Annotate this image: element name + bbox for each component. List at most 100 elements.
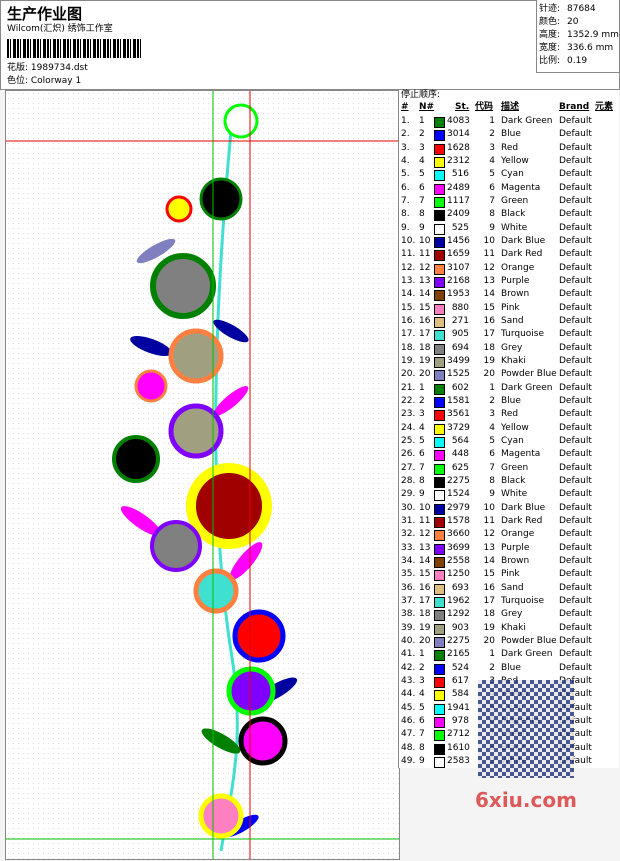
needle: 10	[419, 502, 431, 513]
stat-value: 0.19	[567, 56, 588, 66]
code: 19	[483, 355, 495, 366]
needle: 4	[419, 422, 425, 433]
needle: 18	[419, 609, 431, 620]
color-swatch	[434, 410, 445, 422]
code: 13	[483, 542, 495, 553]
brand: Default	[559, 209, 592, 220]
row-number: 5.	[401, 169, 410, 180]
description: Dark Green	[501, 382, 553, 393]
needle: 9	[419, 755, 425, 766]
code: 19	[483, 622, 495, 633]
needle: 11	[419, 515, 431, 526]
stat-label: 针迹:	[539, 4, 561, 14]
color-swatch	[434, 503, 445, 515]
stitches: 2168	[447, 275, 470, 286]
description: White	[501, 489, 528, 500]
code: 8	[489, 209, 495, 220]
color-swatch	[434, 490, 445, 502]
stitches: 564	[451, 435, 469, 446]
row-number: 42.	[401, 662, 416, 673]
color-swatch	[434, 650, 445, 662]
needle: 12	[419, 262, 431, 273]
stat-label: 颜色:	[539, 17, 561, 27]
code: 9	[489, 222, 495, 233]
needle: 13	[419, 542, 431, 553]
barcode	[7, 39, 142, 58]
stitches: 2558	[447, 555, 470, 566]
brand: Default	[559, 662, 592, 673]
color-swatch	[434, 210, 445, 222]
row-number: 44.	[401, 689, 416, 700]
row-number: 48.	[401, 742, 416, 753]
brand: Default	[559, 235, 592, 246]
stitches: 1117	[447, 195, 470, 206]
brand: Default	[559, 262, 592, 273]
brand: Default	[559, 635, 592, 646]
color-swatch	[434, 476, 445, 488]
stitches: 525	[451, 222, 469, 233]
brand: Default	[559, 475, 592, 486]
stitches: 903	[451, 622, 469, 633]
code: 3	[489, 409, 495, 420]
description: Black	[501, 209, 526, 220]
row-number: 10.	[401, 235, 416, 246]
needle: 6	[419, 715, 425, 726]
code: 11	[483, 249, 495, 260]
needle: 6	[419, 182, 425, 193]
row-number: 26.	[401, 449, 416, 460]
color-swatch	[434, 370, 445, 382]
code: 7	[489, 195, 495, 206]
stitches: 2312	[447, 155, 470, 166]
brand: Default	[559, 649, 592, 660]
color-swatch	[434, 743, 445, 755]
color-swatch	[434, 463, 445, 475]
needle: 10	[419, 235, 431, 246]
stat-value: 20	[567, 17, 579, 27]
brand: Default	[559, 369, 592, 380]
needle: 15	[419, 302, 431, 313]
code: 20	[483, 369, 495, 380]
row-number: 32.	[401, 529, 416, 540]
needle: 3	[419, 675, 425, 686]
code: 1	[489, 382, 495, 393]
description: Orange	[501, 262, 535, 273]
needle: 5	[419, 702, 425, 713]
description: Khaki	[501, 622, 526, 633]
row-number: 30.	[401, 502, 416, 513]
brand: Default	[559, 569, 592, 580]
code: 6	[489, 182, 495, 193]
brand: Default	[559, 489, 592, 500]
needle: 3	[419, 142, 425, 153]
color-swatch	[434, 716, 445, 728]
stitches: 1250	[447, 569, 470, 580]
stitches: 978	[451, 715, 469, 726]
color-swatch	[434, 676, 445, 688]
stitches: 3729	[447, 422, 470, 433]
description: Khaki	[501, 355, 526, 366]
description: Cyan	[501, 435, 524, 446]
needle: 14	[419, 555, 431, 566]
row-number: 27.	[401, 462, 416, 473]
row-number: 22.	[401, 395, 416, 406]
stitches: 2712	[447, 729, 470, 740]
stitches: 1524	[447, 489, 470, 500]
column-header: 描述	[501, 102, 520, 112]
row-number: 46.	[401, 715, 416, 726]
color-swatch	[434, 156, 445, 168]
color-swatch	[434, 690, 445, 702]
brand: Default	[559, 155, 592, 166]
stitches: 1659	[447, 249, 470, 260]
code: 15	[483, 302, 495, 313]
needle: 13	[419, 275, 431, 286]
stitches: 1456	[447, 235, 470, 246]
brand: Default	[559, 502, 592, 513]
color-swatch	[434, 290, 445, 302]
color-swatch	[434, 250, 445, 262]
row-number: 8.	[401, 209, 410, 220]
row-number: 34.	[401, 555, 416, 566]
row-number: 17.	[401, 329, 416, 340]
brand: Default	[559, 422, 592, 433]
needle: 9	[419, 222, 425, 233]
color-swatch	[434, 343, 445, 355]
brand: Default	[559, 409, 592, 420]
